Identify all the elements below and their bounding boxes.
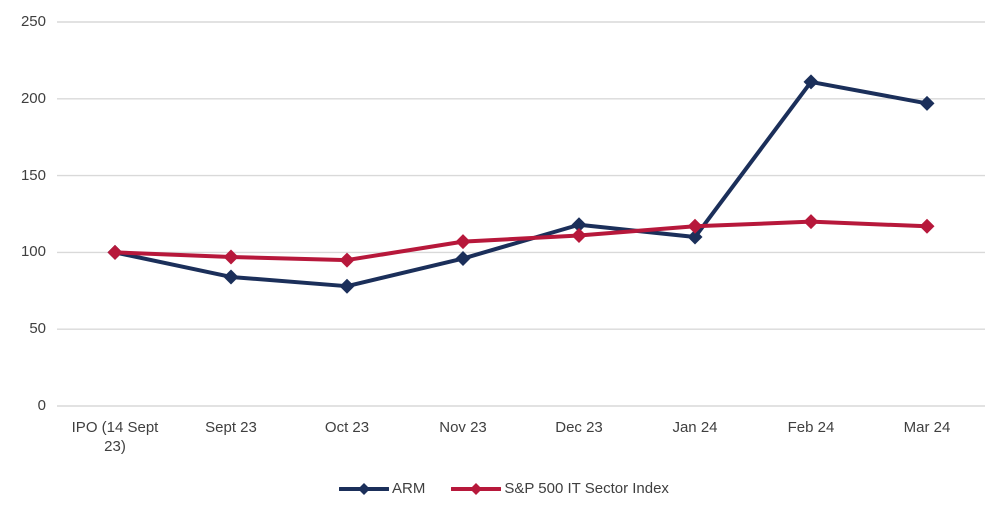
legend-item-arm: ARM	[339, 480, 425, 497]
arm-series-legend-marker-icon	[339, 482, 390, 495]
x-tick-label: Jan 24	[672, 419, 718, 436]
series-line-arm	[113, 79, 929, 289]
x-tick-label: IPO (14 Sept 23)	[71, 419, 159, 455]
data-point-marker	[919, 95, 935, 111]
y-tick-label: 0	[37, 397, 46, 414]
x-tick-label: Dec 23	[555, 419, 603, 436]
x-tick-label: Mar 24	[903, 419, 951, 436]
x-tick-label: Nov 23	[439, 419, 487, 436]
x-tick-label: Feb 24	[787, 419, 835, 436]
data-point-marker	[571, 228, 587, 244]
data-point-marker	[803, 74, 819, 90]
data-point-marker	[455, 251, 471, 267]
data-point-marker	[223, 249, 239, 265]
data-point-marker	[803, 214, 819, 230]
data-point-marker	[687, 229, 703, 245]
y-tick-label: 250	[20, 13, 46, 30]
legend: ARM S&P 500 IT Sector Index	[0, 480, 1008, 497]
y-tick-label: 200	[20, 89, 46, 107]
x-tick-label: Sept 23	[205, 419, 257, 436]
legend-label-sp500: S&P 500 IT Sector Index	[504, 480, 669, 497]
data-point-marker	[455, 234, 471, 250]
data-point-marker	[107, 244, 123, 260]
sp500-series-legend-marker-icon	[451, 482, 502, 495]
y-tick-label: 100	[20, 243, 46, 261]
y-tick-label: 150	[20, 166, 46, 184]
legend-diamond-icon	[470, 482, 483, 495]
legend-label-arm: ARM	[392, 480, 426, 497]
data-point-marker	[687, 218, 703, 234]
data-point-marker	[571, 217, 587, 233]
data-point-marker	[223, 269, 239, 285]
data-point-marker	[919, 218, 935, 234]
data-point-marker	[339, 252, 355, 268]
y-tick-label: 50	[29, 320, 46, 338]
series-line-sp500	[113, 219, 929, 263]
x-tick-label: Oct 23	[324, 419, 370, 436]
data-point-marker	[339, 278, 355, 294]
legend-diamond-icon	[358, 482, 371, 495]
legend-item-sp500-it-sector-index: S&P 500 IT Sector Index	[451, 480, 669, 497]
